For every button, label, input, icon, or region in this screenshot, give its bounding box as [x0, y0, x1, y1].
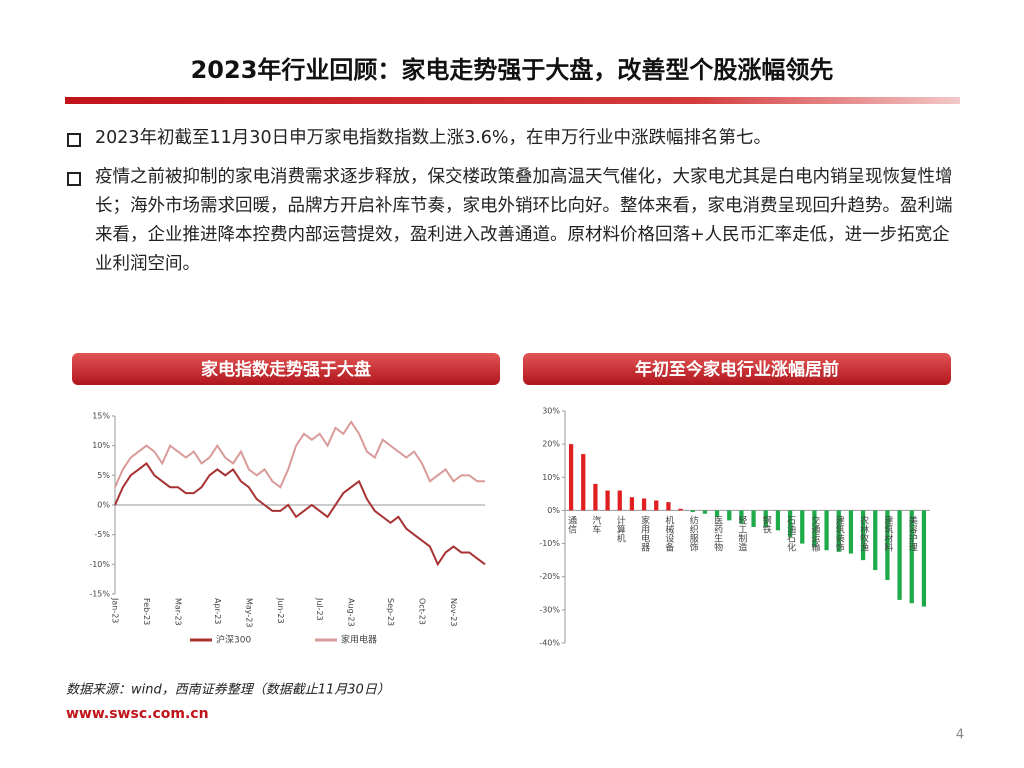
- title-rule: [65, 97, 960, 104]
- x-tick-label: Mar-23: [173, 598, 182, 626]
- y-tick-label: 0%: [97, 501, 110, 510]
- bar: [751, 510, 756, 527]
- y-tick-label: -10%: [539, 539, 560, 548]
- x-tick-label: 医药生物: [712, 515, 723, 552]
- x-tick-label: Jan-23: [111, 597, 120, 623]
- x-tick-label: 建筑材料: [882, 514, 893, 552]
- x-tick-label: Feb-23: [142, 598, 151, 625]
- panel-title: 年初至今家电行业涨幅居前: [635, 359, 839, 380]
- x-tick-label: 石油石化: [785, 515, 796, 552]
- x-tick-label: Apr-23: [213, 598, 222, 624]
- x-tick-label: Aug-23: [347, 598, 356, 627]
- x-tick-label: 钢铁: [761, 514, 772, 534]
- page-number: 4: [956, 728, 964, 743]
- x-tick-label: Sep-23: [386, 598, 395, 626]
- y-tick-label: 20%: [542, 440, 560, 449]
- bar: [702, 510, 708, 514]
- bar: [897, 510, 902, 600]
- bar: [629, 497, 635, 511]
- bar: [860, 510, 866, 561]
- x-tick-label: May-23: [244, 598, 253, 627]
- bar: [775, 510, 781, 531]
- x-tick-label: 农林牧渔: [858, 514, 869, 551]
- bar: [800, 510, 805, 544]
- bar: [812, 510, 817, 547]
- x-tick-label: 美容护理: [907, 514, 918, 551]
- bar: [885, 510, 890, 581]
- series-line: [114, 420, 485, 489]
- panel-title: 家电指数走势强于大盘: [201, 359, 371, 380]
- slide-title: 2023年行业回顾：家电走势强于大盘，改善型个股涨幅领先: [191, 56, 834, 84]
- legend-label: 家用电器: [341, 634, 377, 646]
- x-tick-label: 家用电器: [639, 514, 650, 551]
- y-tick-label: -5%: [94, 530, 110, 539]
- x-tick-label: 计算机: [615, 514, 626, 543]
- y-tick-label: 10%: [542, 473, 560, 482]
- y-tick-label: 15%: [92, 412, 110, 421]
- bar: [836, 510, 841, 552]
- bar: [641, 498, 647, 511]
- series-line: [114, 462, 486, 567]
- bullet: 2023年初截至11月30日申万家电指数指数上涨3.6%，在申万行业中涨跌幅排名…: [65, 124, 965, 153]
- bar: [824, 510, 829, 551]
- bar: [727, 510, 732, 521]
- source-note: 数据来源：wind，西南证券整理（数据截止11月30日）: [66, 682, 390, 698]
- y-tick-label: -10%: [89, 560, 110, 569]
- bar: [593, 483, 598, 511]
- site-url: www.swsc.com.cn: [66, 706, 209, 722]
- y-tick-label: 30%: [542, 407, 560, 416]
- y-tick-label: -40%: [539, 639, 560, 648]
- x-tick-label: 建筑装饰: [834, 514, 845, 552]
- y-tick-label: -20%: [539, 572, 560, 581]
- bar: [654, 500, 659, 511]
- x-tick-label: 交通运输: [809, 514, 820, 552]
- bar: [678, 508, 683, 511]
- x-tick-label: 通信: [566, 515, 577, 534]
- bar: [581, 454, 586, 511]
- y-tick-label: 5%: [97, 471, 110, 480]
- bar: [666, 502, 671, 511]
- y-tick-label: -30%: [539, 605, 560, 614]
- bar: [617, 490, 622, 511]
- x-tick-label: Oct-23: [418, 598, 427, 625]
- legend-label: 沪深300: [216, 634, 251, 646]
- bar: [714, 510, 720, 518]
- y-tick-label: 10%: [92, 441, 110, 450]
- y-tick-label: -15%: [89, 590, 110, 599]
- panel-title-bg: [523, 353, 951, 385]
- x-tick-label: 轻工制造: [736, 514, 747, 552]
- panel-title-bg: [72, 353, 500, 385]
- bar: [848, 510, 854, 554]
- x-tick-label: 机械设备: [663, 514, 674, 551]
- x-tick-label: Jun-23: [276, 597, 285, 624]
- x-tick-label: 纺织服饰: [688, 514, 699, 552]
- bar: [568, 444, 574, 511]
- x-tick-label: Nov-23: [449, 598, 458, 626]
- y-tick-label: 0%: [547, 506, 560, 515]
- bar: [787, 510, 793, 537]
- bar: [921, 510, 927, 607]
- bar: [763, 510, 768, 527]
- bar: [605, 490, 610, 511]
- bar: [909, 510, 914, 604]
- bullet: 疫情之前被抑制的家电消费需求逐步释放，保交楼政策叠加高温天气催化，大家电尤其是白…: [65, 163, 965, 279]
- x-tick-label: 汽车: [590, 514, 601, 534]
- bar: [690, 510, 695, 513]
- bar: [873, 510, 878, 571]
- bar: [739, 510, 744, 524]
- x-tick-label: Jul-23: [315, 597, 324, 621]
